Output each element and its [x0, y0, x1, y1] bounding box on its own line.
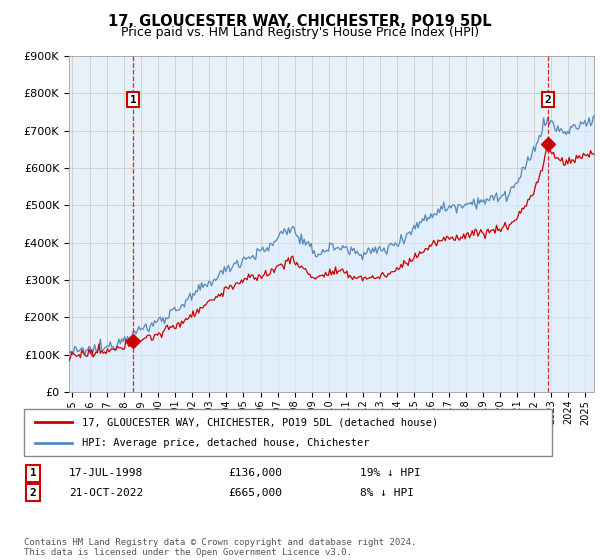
Text: 1: 1: [130, 95, 136, 105]
Text: 17-JUL-1998: 17-JUL-1998: [69, 468, 143, 478]
Text: Contains HM Land Registry data © Crown copyright and database right 2024.
This d: Contains HM Land Registry data © Crown c…: [24, 538, 416, 557]
Text: £665,000: £665,000: [228, 488, 282, 498]
Text: 2: 2: [29, 488, 37, 498]
Text: 17, GLOUCESTER WAY, CHICHESTER, PO19 5DL (detached house): 17, GLOUCESTER WAY, CHICHESTER, PO19 5DL…: [82, 417, 439, 427]
Text: 21-OCT-2022: 21-OCT-2022: [69, 488, 143, 498]
Text: 17, GLOUCESTER WAY, CHICHESTER, PO19 5DL: 17, GLOUCESTER WAY, CHICHESTER, PO19 5DL: [108, 14, 492, 29]
Text: 1: 1: [29, 468, 37, 478]
Text: Price paid vs. HM Land Registry's House Price Index (HPI): Price paid vs. HM Land Registry's House …: [121, 26, 479, 39]
Text: 8% ↓ HPI: 8% ↓ HPI: [360, 488, 414, 498]
Text: 19% ↓ HPI: 19% ↓ HPI: [360, 468, 421, 478]
Text: HPI: Average price, detached house, Chichester: HPI: Average price, detached house, Chic…: [82, 438, 370, 448]
Text: £136,000: £136,000: [228, 468, 282, 478]
Text: 2: 2: [544, 95, 551, 105]
FancyBboxPatch shape: [24, 409, 552, 456]
